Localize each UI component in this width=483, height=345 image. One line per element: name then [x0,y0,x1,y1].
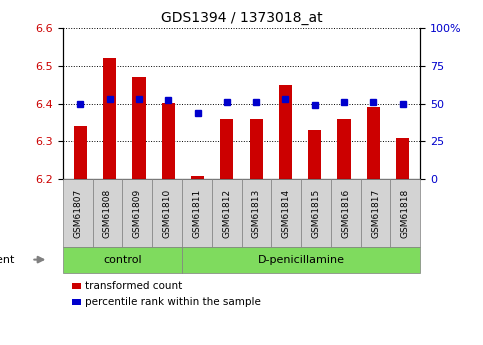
Bar [242,179,271,247]
Bar [220,119,233,179]
Bar [367,107,380,179]
Text: GSM61816: GSM61816 [341,188,350,238]
Text: percentile rank within the sample: percentile rank within the sample [85,297,261,307]
Text: agent: agent [0,255,14,265]
Text: GSM61808: GSM61808 [103,188,112,238]
Bar [122,179,152,247]
Bar [191,176,204,179]
Bar [301,179,331,247]
Text: D-penicillamine: D-penicillamine [257,255,344,265]
Text: GSM61817: GSM61817 [371,188,380,238]
Bar [331,179,361,247]
Text: transformed count: transformed count [85,282,182,291]
Bar [152,179,182,247]
Text: GSM61818: GSM61818 [401,188,410,238]
Bar [182,179,212,247]
Bar [308,130,321,179]
Bar [63,179,93,247]
Text: GSM61815: GSM61815 [312,188,320,238]
Text: GSM61811: GSM61811 [192,188,201,238]
Bar [182,247,420,273]
Bar [361,179,390,247]
Bar [72,299,81,305]
Bar [74,126,87,179]
Text: GSM61812: GSM61812 [222,188,231,238]
Text: GSM61807: GSM61807 [73,188,82,238]
Bar [338,119,351,179]
Bar [250,119,263,179]
Bar [93,179,122,247]
Bar [271,179,301,247]
Text: GSM61813: GSM61813 [252,188,261,238]
Bar [103,58,116,179]
Bar [279,85,292,179]
Text: GSM61814: GSM61814 [282,188,291,238]
Bar [162,104,175,179]
Bar [212,179,242,247]
Text: GSM61809: GSM61809 [133,188,142,238]
Bar [132,77,145,179]
Text: control: control [103,255,142,265]
Bar [72,283,81,289]
Text: GSM61810: GSM61810 [163,188,171,238]
Bar [390,179,420,247]
Bar [396,138,409,179]
Bar [63,247,182,273]
Title: GDS1394 / 1373018_at: GDS1394 / 1373018_at [161,11,322,25]
